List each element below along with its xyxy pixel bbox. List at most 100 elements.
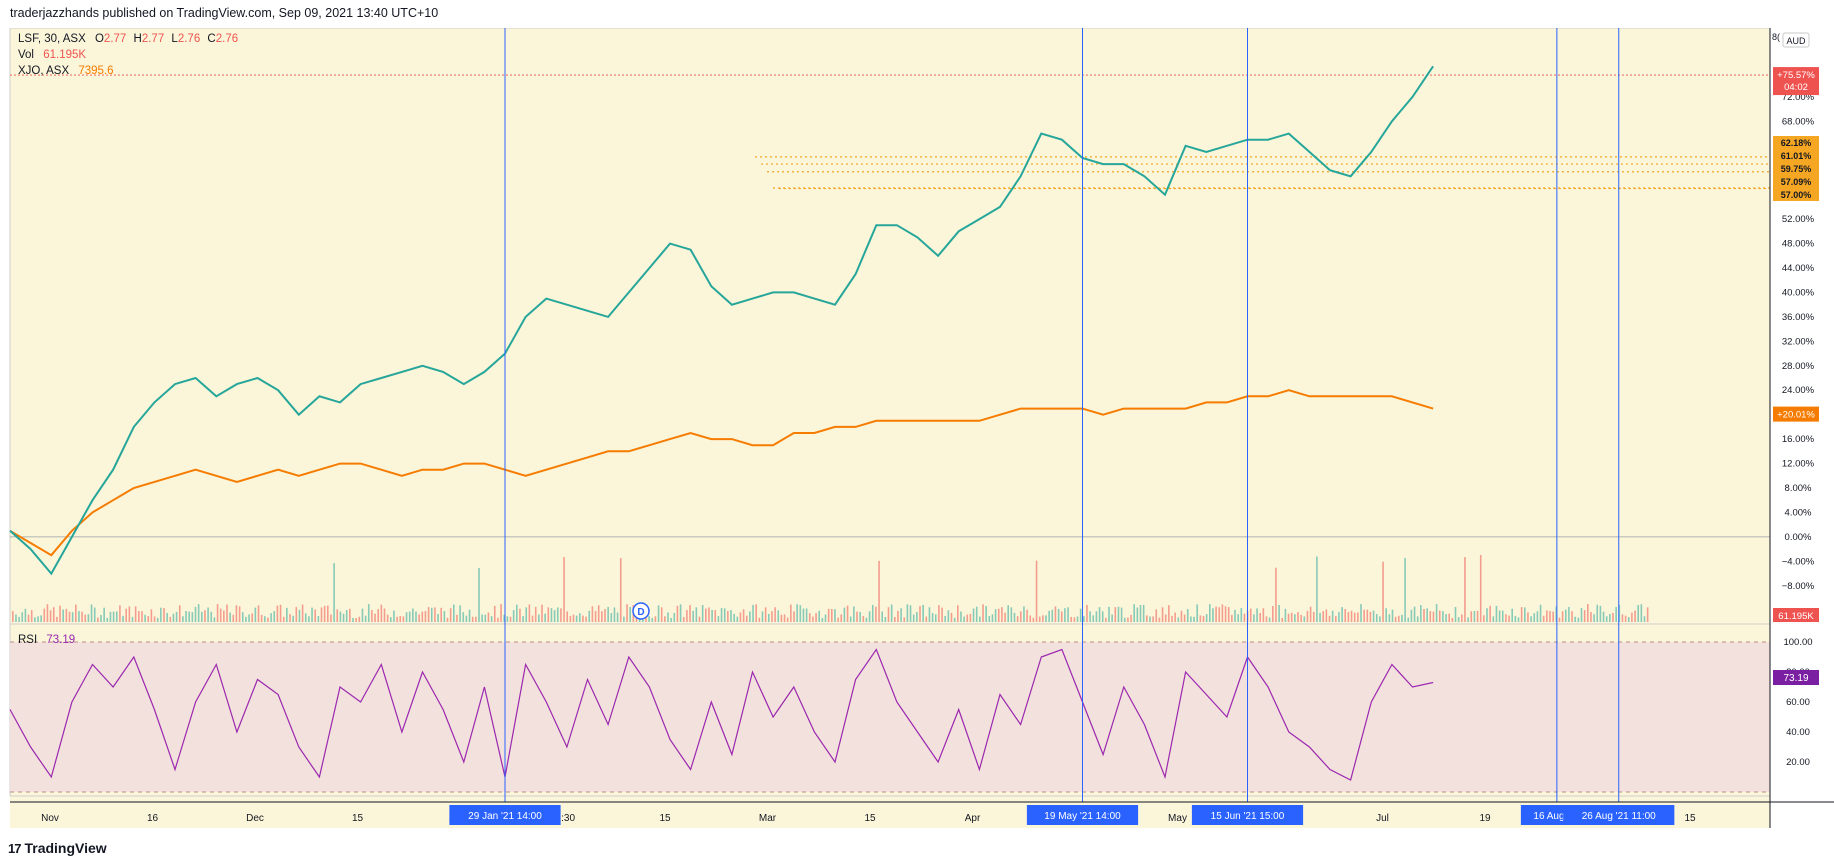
volume-bar bbox=[705, 608, 707, 622]
legend-l-value: 2.76 bbox=[178, 33, 200, 45]
volume-bar bbox=[333, 563, 335, 622]
time-marker-badge bbox=[1026, 805, 1139, 825]
volume-bar bbox=[134, 606, 137, 622]
volume-bar bbox=[1602, 611, 1605, 622]
top-right-partial-label: 8( bbox=[1772, 32, 1780, 42]
legend-symbol[interactable]: LSF, 30, ASX bbox=[18, 33, 86, 45]
volume-bar bbox=[52, 607, 55, 622]
legend-compare-symbol[interactable]: XJO, ASX bbox=[18, 65, 69, 77]
volume-bar bbox=[648, 616, 650, 622]
volume-bar bbox=[796, 604, 798, 622]
volume-bar bbox=[1086, 604, 1088, 622]
volume-bar bbox=[232, 614, 235, 622]
volume-bar bbox=[875, 606, 877, 622]
volume-bar bbox=[1076, 616, 1079, 622]
volume-bar bbox=[1429, 611, 1432, 622]
volume-bar bbox=[717, 616, 720, 622]
rsi-last-value: 73.19 bbox=[1783, 673, 1808, 684]
volume-bar bbox=[1448, 613, 1450, 622]
volume-bar bbox=[273, 611, 276, 622]
volume-bar bbox=[254, 607, 257, 622]
volume-bar bbox=[560, 608, 562, 622]
volume-bar bbox=[471, 616, 474, 622]
volume-bar bbox=[1394, 616, 1397, 622]
volume-bar bbox=[534, 606, 537, 622]
volume-bar bbox=[531, 615, 534, 622]
x-tick-label: Jul bbox=[1376, 813, 1389, 824]
volume-bar bbox=[1243, 613, 1246, 622]
volume-bar bbox=[156, 617, 159, 622]
volume-bar bbox=[780, 614, 783, 622]
volume-bar bbox=[1303, 616, 1306, 622]
volume-bar bbox=[805, 608, 808, 622]
legend-vol-value: 61.195K bbox=[43, 49, 86, 61]
volume-bar bbox=[270, 613, 272, 622]
volume-bar bbox=[1057, 608, 1060, 622]
volume-bar bbox=[1420, 605, 1422, 622]
volume-bar bbox=[396, 616, 398, 622]
volume-bar bbox=[456, 614, 458, 622]
volume-bar bbox=[808, 613, 811, 622]
y-tick-label: 52.00% bbox=[1782, 214, 1815, 225]
rsi-legend-label[interactable]: RSI bbox=[18, 634, 37, 646]
volume-bar bbox=[1350, 610, 1353, 622]
volume-bar bbox=[478, 567, 480, 622]
volume-bar bbox=[286, 607, 288, 622]
volume-bar bbox=[1013, 612, 1016, 622]
volume-bar bbox=[229, 612, 231, 622]
volume-bar bbox=[1467, 617, 1469, 622]
volume-bar bbox=[1432, 611, 1435, 622]
chart-svg[interactable]: 72.00%68.00%64.00%56.00%52.00%48.00%44.0… bbox=[0, 28, 1834, 858]
volume-bar bbox=[1174, 612, 1176, 622]
volume-bar bbox=[749, 611, 751, 622]
y-tick-label: −8.00% bbox=[1782, 581, 1815, 592]
volume-bar bbox=[87, 614, 90, 622]
volume-bar bbox=[241, 612, 244, 622]
volume-bar bbox=[497, 617, 499, 622]
volume-bar bbox=[695, 607, 698, 622]
volume-bar bbox=[24, 608, 27, 622]
volume-bar bbox=[1001, 607, 1003, 622]
volume-bar bbox=[790, 604, 792, 622]
legend-vol-label[interactable]: Vol bbox=[18, 49, 34, 61]
tradingview-footer[interactable]: 17 TradingView bbox=[8, 840, 107, 856]
volume-bar bbox=[1190, 616, 1192, 622]
dividend-event-marker[interactable]: D bbox=[632, 602, 650, 620]
x-tick-label: 15 bbox=[352, 813, 364, 824]
volume-bar bbox=[1259, 612, 1261, 622]
volume-bar bbox=[1511, 608, 1513, 622]
rsi-tick-label: 60.00 bbox=[1786, 697, 1810, 708]
fib-level-badge bbox=[1773, 175, 1819, 188]
volume-bar bbox=[1026, 609, 1028, 622]
volume-bar bbox=[100, 614, 102, 622]
volume-bar bbox=[1060, 611, 1063, 622]
rsi-last-label: 73.19 bbox=[1773, 670, 1819, 685]
volume-bar bbox=[160, 607, 162, 622]
volume-bar bbox=[824, 614, 827, 622]
volume-bar bbox=[711, 609, 713, 622]
legend-compare-value: 7395.6 bbox=[78, 65, 113, 77]
footer-brand: TradingView bbox=[24, 840, 107, 856]
volume-bar bbox=[1401, 614, 1403, 622]
y-tick-label: 24.00% bbox=[1782, 385, 1815, 396]
volume-bar bbox=[988, 615, 991, 622]
x-tick-label: 15 bbox=[659, 813, 671, 824]
volume-bar bbox=[764, 607, 767, 622]
volume-bar bbox=[238, 606, 241, 622]
currency-badge[interactable]: AUD bbox=[1782, 32, 1810, 48]
volume-bar bbox=[979, 616, 981, 622]
rsi-series-line bbox=[9, 648, 1434, 781]
volume-bar bbox=[1309, 606, 1312, 622]
fib-level-label: 61.01% bbox=[1781, 151, 1812, 161]
volume-bar bbox=[761, 611, 764, 622]
volume-bar bbox=[903, 617, 906, 622]
volume-bar bbox=[125, 608, 127, 622]
volume-bar bbox=[345, 610, 348, 622]
volume-bar bbox=[1577, 617, 1580, 622]
volume-bar bbox=[1624, 615, 1627, 622]
volume-bar bbox=[1114, 607, 1117, 622]
y-tick-label: 8.00% bbox=[1785, 483, 1812, 494]
volume-bar bbox=[1316, 556, 1318, 622]
volume-bar bbox=[320, 607, 323, 622]
x-tick-label: 16 bbox=[147, 813, 159, 824]
